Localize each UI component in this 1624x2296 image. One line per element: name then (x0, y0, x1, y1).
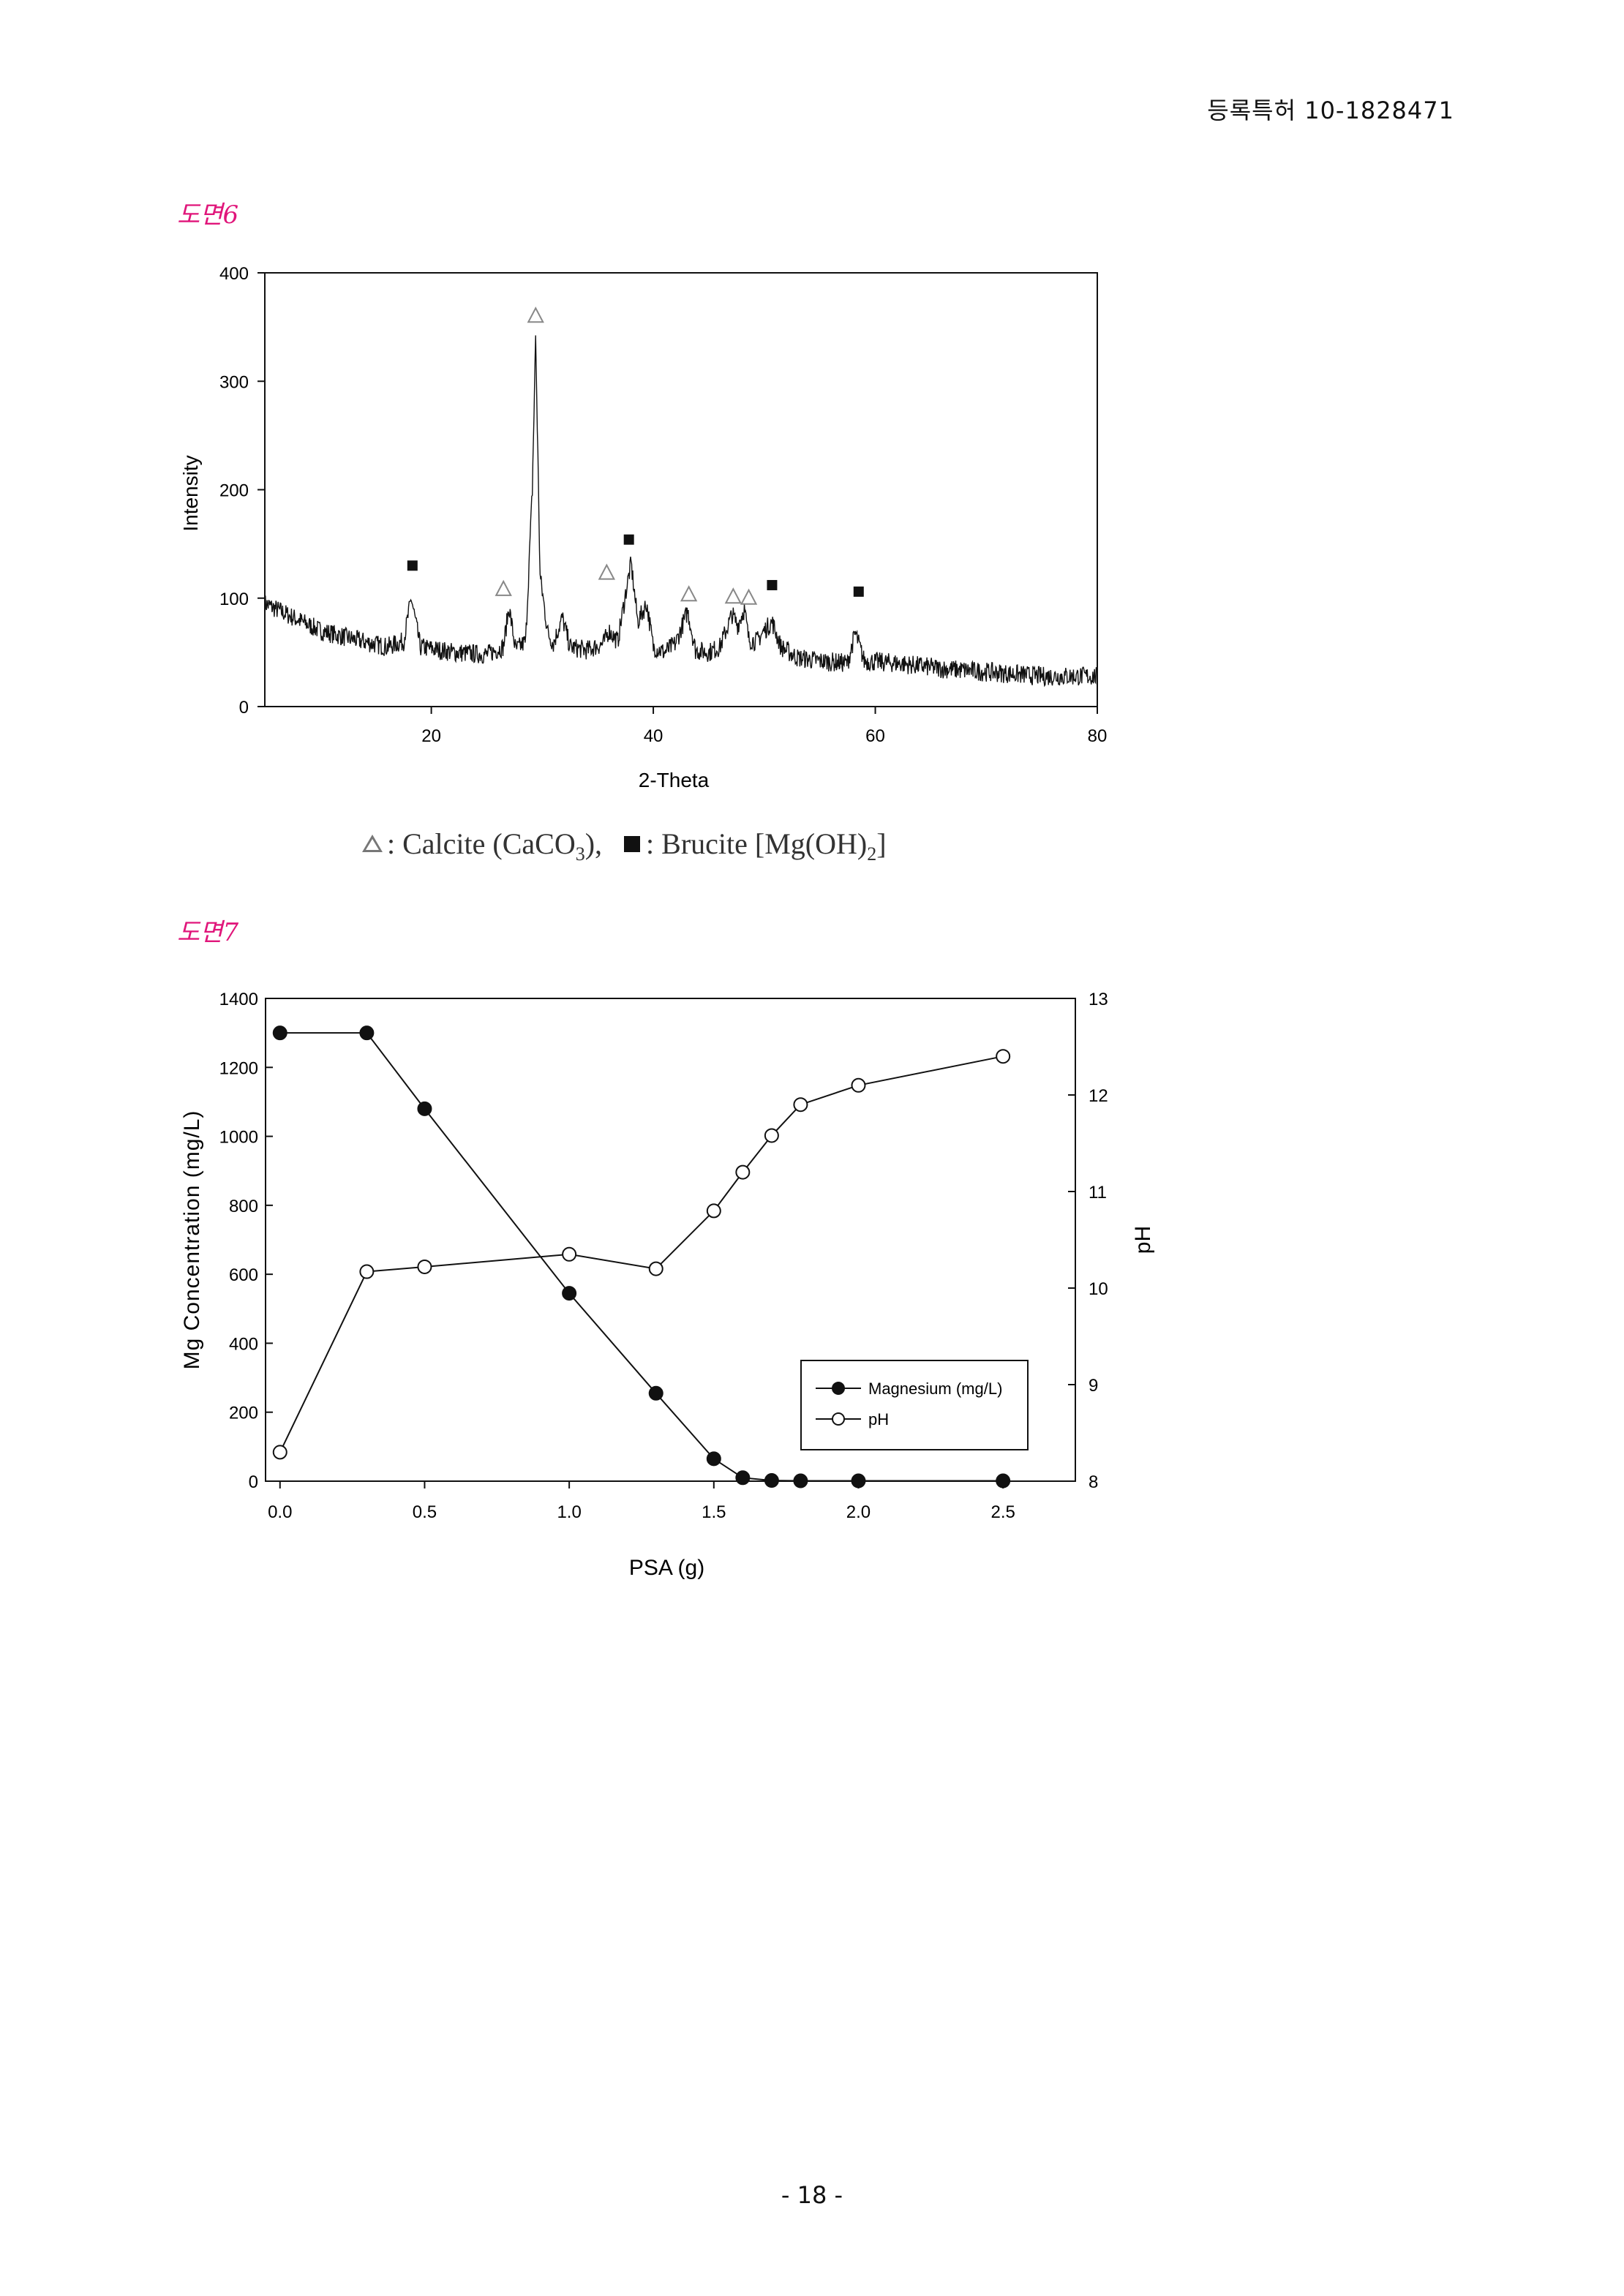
xrd-y-tick-label: 400 (219, 264, 249, 284)
xrd-y-tick-label: 0 (239, 698, 249, 718)
xrd-x-axis-label: 2-Theta (639, 769, 710, 791)
xrd-x-tick-label: 80 (1088, 726, 1108, 746)
calcite-legend-tail: ), (584, 827, 603, 860)
brucite-peak-marker (407, 560, 418, 571)
xrd-trace (264, 335, 1098, 688)
brucite-square-icon (624, 836, 641, 852)
calcite-peak-marker (527, 306, 544, 323)
figure6-label: 도면6 (177, 200, 239, 230)
xrd-y-tick-label: 100 (219, 590, 249, 609)
page-number: - 18 - (781, 2181, 843, 2209)
brucite-peak-marker (623, 534, 634, 545)
xrd-x-tick-label: 40 (644, 726, 663, 746)
figure7-label: 도면7 (177, 918, 239, 947)
xrd-x-tick-label: 20 (421, 726, 441, 746)
patent-id: 등록특허 10-1828471 (1207, 97, 1454, 124)
brucite-peak-marker (767, 579, 778, 590)
xrd-y-tick-label: 300 (219, 372, 249, 392)
calcite-peak-marker (680, 585, 698, 602)
brucite-peak-marker (853, 586, 864, 597)
calcite-peak-marker (495, 579, 512, 596)
calcite-legend-text: : Calcite (CaCO (387, 827, 576, 860)
brucite-legend-tail: ] (876, 827, 887, 860)
brucite-legend-text: : Brucite [Mg(OH) (646, 827, 868, 860)
calcite-peak-marker (598, 563, 615, 580)
calcite-subscript: 3 (575, 843, 585, 865)
calcite-peak-marker (740, 588, 758, 605)
figure6-legend: : Calcite (CaCO3), : Brucite [Mg(OH)2] (362, 827, 887, 865)
xrd-y-tick-label: 200 (219, 481, 249, 501)
xrd-x-tick-label: 60 (865, 726, 885, 746)
calcite-triangle-icon (362, 835, 383, 852)
brucite-subscript: 2 (867, 843, 877, 865)
calcite-peak-marker (724, 587, 742, 604)
xrd-y-axis-label: Intensity (179, 455, 202, 531)
